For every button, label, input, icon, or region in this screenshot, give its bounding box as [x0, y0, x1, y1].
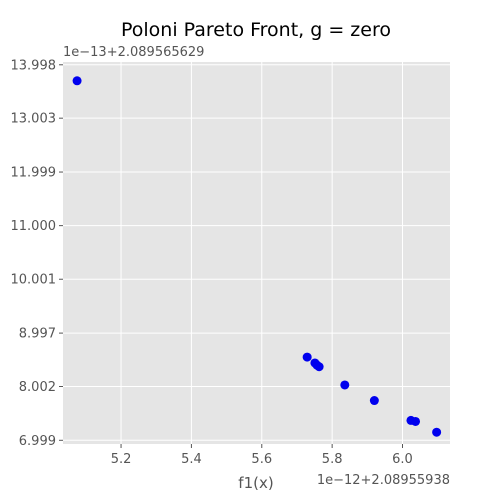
x-tick-label: 5.8: [322, 452, 343, 467]
y-tick-label: 10.001: [11, 273, 57, 288]
y-tick-label: 11.999: [11, 166, 57, 181]
y-offset-label: 1e−13+2.089565629: [63, 45, 204, 60]
data-point: [302, 352, 312, 362]
y-tick-label: 8.002: [19, 380, 56, 395]
x-tick-label: 5.6: [251, 452, 272, 467]
data-point: [314, 362, 324, 372]
data-point: [369, 396, 379, 406]
chart-title: Poloni Pareto Front, g = zero: [121, 19, 391, 41]
data-point: [411, 416, 421, 426]
x-axis: 5.2 5.4 5.6 5.8 6.0: [111, 444, 413, 467]
grid-lines: [63, 62, 450, 444]
y-tick-label: 13.003: [11, 112, 57, 127]
data-point: [72, 76, 82, 86]
x-tick-label: 5.2: [111, 452, 132, 467]
x-tick-label: 5.4: [181, 452, 202, 467]
plot-area: [63, 62, 450, 444]
data-points: [72, 76, 442, 437]
x-tick-label: 6.0: [392, 452, 413, 467]
y-tick-label: 8.997: [19, 327, 56, 342]
y-tick-label: 11.000: [11, 219, 57, 234]
y-tick-label: 13.998: [11, 58, 57, 73]
y-tick-label: 6.999: [19, 434, 56, 449]
data-point: [340, 380, 350, 390]
x-axis-label: f1(x): [238, 474, 273, 492]
y-axis: 6.999 8.002 8.997 10.001 11.000 11.999 13.003 1…: [11, 58, 63, 449]
data-point: [432, 427, 442, 437]
x-offset-label: 1e−12+2.08955938: [317, 473, 450, 488]
